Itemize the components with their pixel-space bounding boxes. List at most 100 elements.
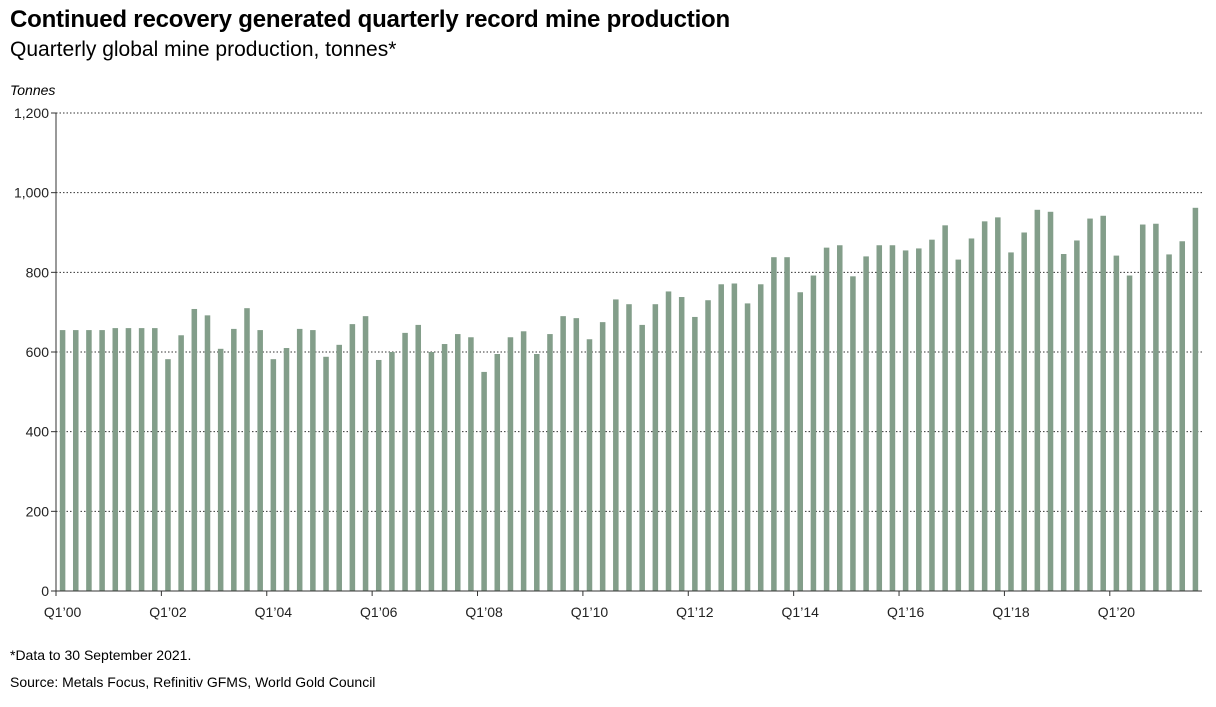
x-tick-label: Q1’18	[992, 604, 1030, 620]
bar-q3-17	[981, 221, 988, 591]
bar-q1-21	[1166, 254, 1172, 591]
bar-q1-17	[955, 259, 962, 591]
bar-q4-20	[1153, 223, 1159, 592]
footnote: *Data to 30 September 2021.	[10, 647, 192, 663]
y-tick-label: 200	[26, 503, 50, 519]
bar-q3-04	[296, 328, 303, 591]
bar-q4-08	[520, 331, 527, 591]
bar-q2-06	[389, 352, 395, 591]
bar-q2-05	[336, 344, 342, 591]
bar-q1-06	[375, 359, 382, 591]
bar-q2-09	[547, 334, 553, 591]
bar-q2-07	[441, 344, 448, 591]
bar-q4-06	[415, 324, 422, 591]
bar-q3-00	[86, 330, 92, 591]
bar-q3-06	[402, 332, 408, 591]
bar-q2-20	[1126, 275, 1133, 591]
bar-q3-16	[929, 239, 935, 592]
bar-q2-11	[652, 304, 659, 591]
y-tick-label: 1,000	[14, 185, 49, 201]
bar-q1-20	[1113, 255, 1120, 591]
bar-q4-19	[1100, 215, 1106, 591]
bar-q4-03	[257, 330, 263, 591]
bar-q1-10	[586, 339, 593, 591]
bar-q3-11	[665, 291, 672, 591]
bar-q4-00	[99, 330, 105, 591]
bar-q4-13	[784, 257, 790, 591]
x-tick-label: Q1’10	[571, 604, 609, 620]
bar-q1-16	[902, 250, 909, 591]
bar-q1-13	[744, 303, 751, 591]
bar-q2-15	[863, 256, 869, 591]
y-tick-label: 400	[26, 424, 50, 440]
bar-q4-02	[204, 315, 211, 591]
bar-q1-14	[797, 292, 804, 591]
y-tick-label: 1,200	[14, 105, 49, 121]
bar-q4-16	[942, 225, 948, 591]
bar-q3-02	[191, 308, 198, 591]
bar-q1-02	[165, 359, 171, 591]
bar-q1-18	[1008, 252, 1014, 592]
bar-q2-19	[1074, 240, 1080, 591]
bar-q4-12	[731, 283, 738, 591]
source-note: Source: Metals Focus, Refinitiv GFMS, Wo…	[10, 674, 376, 690]
bar-q1-03	[217, 348, 224, 591]
bar-q1-05	[323, 356, 329, 591]
bar-q1-07	[428, 352, 435, 591]
bar-q4-07	[468, 337, 474, 591]
bar-q1-04	[270, 359, 277, 591]
bar-q3-08	[507, 337, 514, 591]
bar-q2-02	[178, 335, 184, 591]
bar-q1-15	[850, 276, 856, 591]
bar-q4-01	[152, 328, 158, 591]
x-tick-label: Q1’04	[255, 604, 293, 620]
bar-q3-21	[1192, 207, 1199, 592]
chart-title: Continued recovery generated quarterly r…	[10, 6, 730, 33]
x-tick-label: Q1’08	[465, 604, 503, 620]
bar-q3-18	[1034, 209, 1041, 592]
bar-q3-19	[1087, 218, 1093, 591]
bar-q2-17	[968, 238, 975, 591]
bar-q4-14	[836, 245, 843, 591]
bar-q2-12	[705, 300, 711, 591]
y-tick-label: 800	[26, 264, 50, 280]
bar-q4-04	[310, 330, 316, 591]
bar-q1-19	[1060, 254, 1067, 591]
bar-q3-13	[771, 257, 777, 591]
bar-q3-09	[560, 316, 566, 591]
x-tick-labels: Q1’00 Q1’02 Q1’04 Q1’06 Q1’08 Q1’10 Q1’12 Q1’14…	[44, 604, 1135, 620]
bar-q4-18	[1047, 211, 1054, 592]
bar-q3-14	[823, 247, 830, 591]
bar-q4-11	[678, 297, 685, 591]
bar-q4-17	[995, 217, 1001, 592]
bar-q1-09	[534, 353, 540, 591]
bar-q2-21	[1179, 241, 1186, 591]
bar-q1-00	[59, 330, 66, 591]
bar-q3-01	[138, 328, 145, 591]
bar-q1-11	[639, 324, 645, 591]
bar-q3-15	[876, 245, 883, 591]
bar-q2-01	[125, 328, 132, 591]
bar-q3-05	[349, 324, 356, 591]
bar-q3-20	[1139, 224, 1146, 591]
x-tick-label: Q1’00	[44, 604, 82, 620]
bar-q2-14	[810, 275, 817, 591]
bar-q2-03	[231, 328, 237, 591]
bar-q4-15	[889, 245, 896, 591]
bar-q2-18	[1021, 232, 1027, 591]
x-tick-label: Q1’20	[1098, 604, 1136, 620]
bar-q1-08	[481, 371, 487, 591]
x-tick-label: Q1’12	[676, 604, 714, 620]
bar-q3-03	[244, 308, 250, 591]
bar-q2-04	[283, 348, 290, 591]
bar-q4-09	[573, 318, 580, 591]
bar-q2-10	[599, 322, 606, 592]
axes	[55, 113, 1202, 596]
x-tick-label: Q1’16	[887, 604, 925, 620]
y-axis-unit-label: Tonnes	[10, 82, 56, 98]
x-tick-label: Q1’14	[782, 604, 820, 620]
x-tick-label: Q1’02	[149, 604, 187, 620]
chart-subtitle: Quarterly global mine production, tonnes…	[10, 38, 397, 61]
gridlines	[51, 112, 1202, 592]
